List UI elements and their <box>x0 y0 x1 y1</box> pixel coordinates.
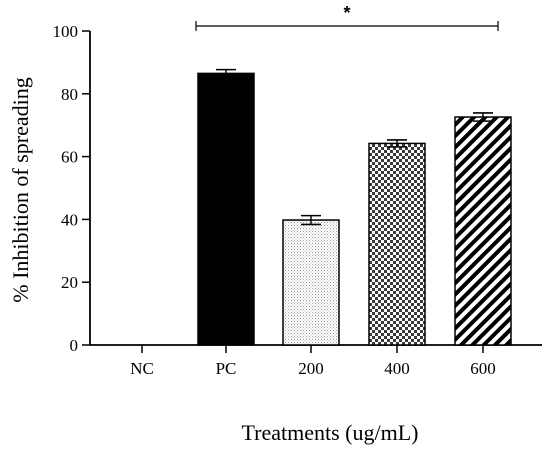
x-tick-label-400: 400 <box>384 359 410 378</box>
bar-pc <box>197 72 255 346</box>
bar-600 <box>454 116 512 346</box>
significance-annotation: * <box>195 3 499 31</box>
error-bars <box>216 68 493 226</box>
x-tick-label-pc: PC <box>216 359 237 378</box>
bar-200 <box>282 219 340 346</box>
y-tick-label: 40 <box>61 210 78 229</box>
y-tick-label: 100 <box>53 22 79 41</box>
y-tick-label: 60 <box>61 148 78 167</box>
bars <box>197 72 512 346</box>
x-tick-label-200: 200 <box>298 359 324 378</box>
significance-star: * <box>343 3 350 23</box>
y-tick-label: 20 <box>61 273 78 292</box>
bar-400 <box>368 142 426 346</box>
x-tick-labels: NC PC 200 400 600 <box>130 345 496 378</box>
y-tick-label: 0 <box>70 336 79 355</box>
x-tick-label-nc: NC <box>130 359 154 378</box>
y-axis-title: % Inhibition of spreading <box>8 77 33 302</box>
y-ticks: 0 20 40 60 80 100 <box>53 22 90 355</box>
x-tick-label-600: 600 <box>470 359 496 378</box>
y-tick-label: 80 <box>61 85 78 104</box>
x-axis-title: Treatments (ug/mL) <box>242 420 419 445</box>
